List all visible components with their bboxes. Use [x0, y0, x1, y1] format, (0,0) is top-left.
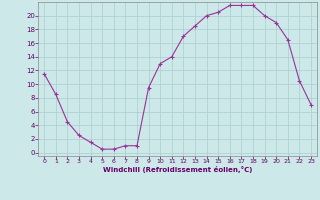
X-axis label: Windchill (Refroidissement éolien,°C): Windchill (Refroidissement éolien,°C) — [103, 166, 252, 173]
